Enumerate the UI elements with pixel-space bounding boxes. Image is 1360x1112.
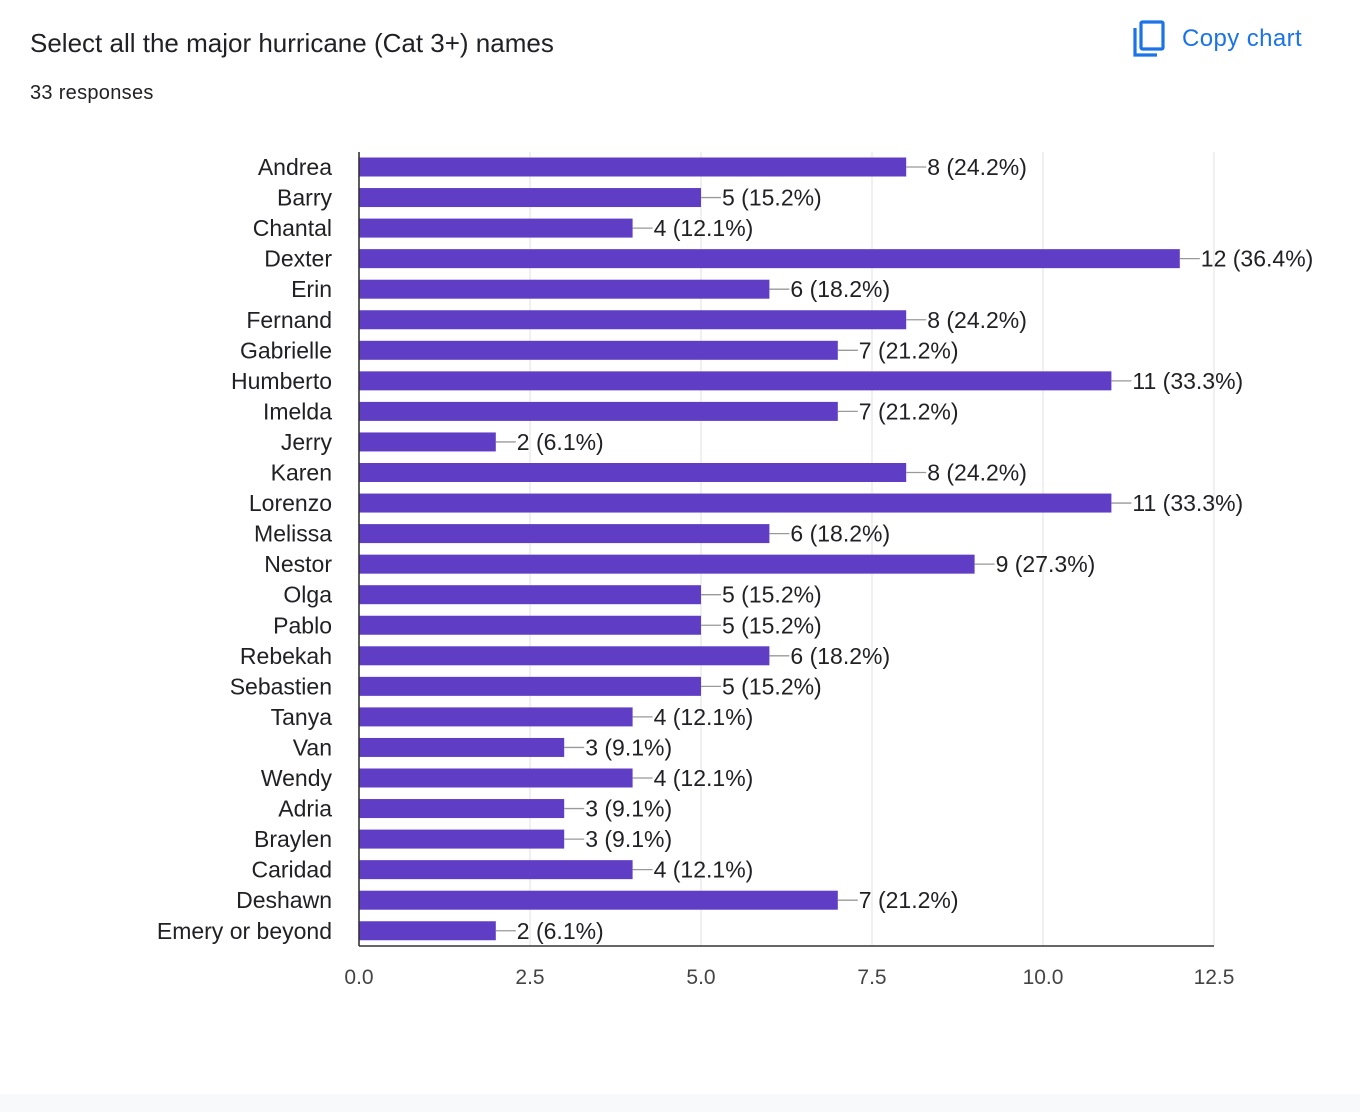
data-label: 4 (12.1%) — [654, 704, 754, 730]
bar — [359, 310, 907, 330]
category-label: Sebastien — [230, 673, 332, 699]
bar — [359, 615, 701, 635]
data-label: 8 (24.2%) — [927, 307, 1027, 333]
category-label: Imelda — [263, 398, 332, 424]
x-tick-label: 5.0 — [686, 966, 715, 989]
bar — [359, 554, 975, 574]
bar — [359, 890, 838, 910]
data-label: 3 (9.1%) — [585, 796, 672, 822]
bar — [359, 157, 907, 177]
data-label: 5 (15.2%) — [722, 612, 822, 638]
bar — [359, 401, 838, 421]
data-label: 9 (27.3%) — [996, 551, 1096, 577]
category-label: Deshawn — [236, 887, 332, 913]
category-label: Chantal — [253, 215, 332, 241]
data-label: 5 (15.2%) — [722, 582, 822, 608]
data-label: 6 (18.2%) — [790, 643, 890, 669]
bar — [359, 463, 907, 482]
category-label: Fernand — [246, 307, 332, 333]
category-label: Rebekah — [240, 643, 332, 669]
data-label: 6 (18.2%) — [790, 521, 890, 547]
category-label: Lorenzo — [249, 490, 332, 516]
bar — [359, 676, 701, 696]
data-label: 5 (15.2%) — [722, 185, 822, 211]
question-title: Select all the major hurricane (Cat 3+) … — [30, 28, 554, 58]
category-label: Andrea — [258, 154, 332, 180]
bottom-strip — [0, 1094, 1360, 1112]
data-label: 11 (33.3%) — [1132, 368, 1243, 394]
x-tick-label: 10.0 — [1023, 966, 1064, 989]
bar — [359, 737, 565, 757]
category-label: Braylen — [254, 826, 332, 852]
bar — [359, 585, 701, 605]
category-label: Nestor — [264, 551, 332, 577]
data-label: 2 (6.1%) — [517, 918, 604, 944]
bar — [359, 829, 565, 849]
category-label: Pablo — [273, 612, 332, 638]
copy-chart-label: Copy chart — [1182, 25, 1303, 52]
category-label: Tanya — [271, 704, 333, 730]
category-label: Adria — [278, 796, 332, 822]
category-label: Jerry — [281, 429, 333, 455]
category-label: Gabrielle — [240, 337, 332, 363]
bar — [359, 921, 496, 941]
bar — [359, 249, 1180, 269]
data-label: 3 (9.1%) — [585, 734, 672, 760]
copy-icon — [1132, 20, 1166, 58]
data-label: 3 (9.1%) — [585, 826, 672, 852]
bar — [359, 188, 701, 208]
data-label: 4 (12.1%) — [654, 765, 754, 791]
category-label: Erin — [291, 276, 332, 302]
category-label: Caridad — [251, 857, 332, 883]
data-label: 7 (21.2%) — [859, 398, 959, 424]
category-label: Emery or beyond — [157, 918, 332, 944]
data-label: 6 (18.2%) — [790, 276, 890, 302]
x-tick-label: 0.0 — [344, 966, 373, 989]
category-label: Van — [293, 734, 332, 760]
x-tick-label: 7.5 — [857, 966, 886, 989]
data-label: 2 (6.1%) — [517, 429, 604, 455]
data-label: 4 (12.1%) — [654, 857, 754, 883]
bar — [359, 279, 770, 299]
copy-chart-button[interactable]: Copy chart — [1124, 14, 1314, 64]
bar — [359, 371, 1112, 391]
data-label: 12 (36.4%) — [1201, 246, 1314, 272]
data-label: 4 (12.1%) — [654, 215, 754, 241]
data-label: 5 (15.2%) — [722, 673, 822, 699]
x-tick-label: 2.5 — [515, 966, 544, 989]
data-label: 7 (21.2%) — [859, 337, 959, 363]
bar — [359, 707, 633, 727]
bar — [359, 860, 633, 880]
bar — [359, 340, 838, 360]
bar — [359, 646, 770, 666]
bar — [359, 799, 565, 819]
data-label: 8 (24.2%) — [927, 154, 1027, 180]
category-label: Dexter — [264, 246, 332, 272]
category-label: Melissa — [254, 521, 332, 547]
x-tick-label: 12.5 — [1194, 966, 1235, 989]
bar — [359, 493, 1112, 513]
data-label: 11 (33.3%) — [1132, 490, 1243, 516]
bar — [359, 524, 770, 544]
bar — [359, 432, 496, 452]
bar — [359, 218, 633, 238]
response-count: 33 responses — [30, 82, 154, 104]
bar — [359, 768, 633, 788]
category-label: Barry — [277, 185, 332, 211]
category-label: Wendy — [261, 765, 333, 791]
category-label: Humberto — [231, 368, 332, 394]
data-label: 7 (21.2%) — [859, 887, 959, 913]
category-label: Olga — [283, 582, 332, 608]
category-label: Karen — [271, 460, 332, 486]
data-label: 8 (24.2%) — [927, 460, 1027, 486]
